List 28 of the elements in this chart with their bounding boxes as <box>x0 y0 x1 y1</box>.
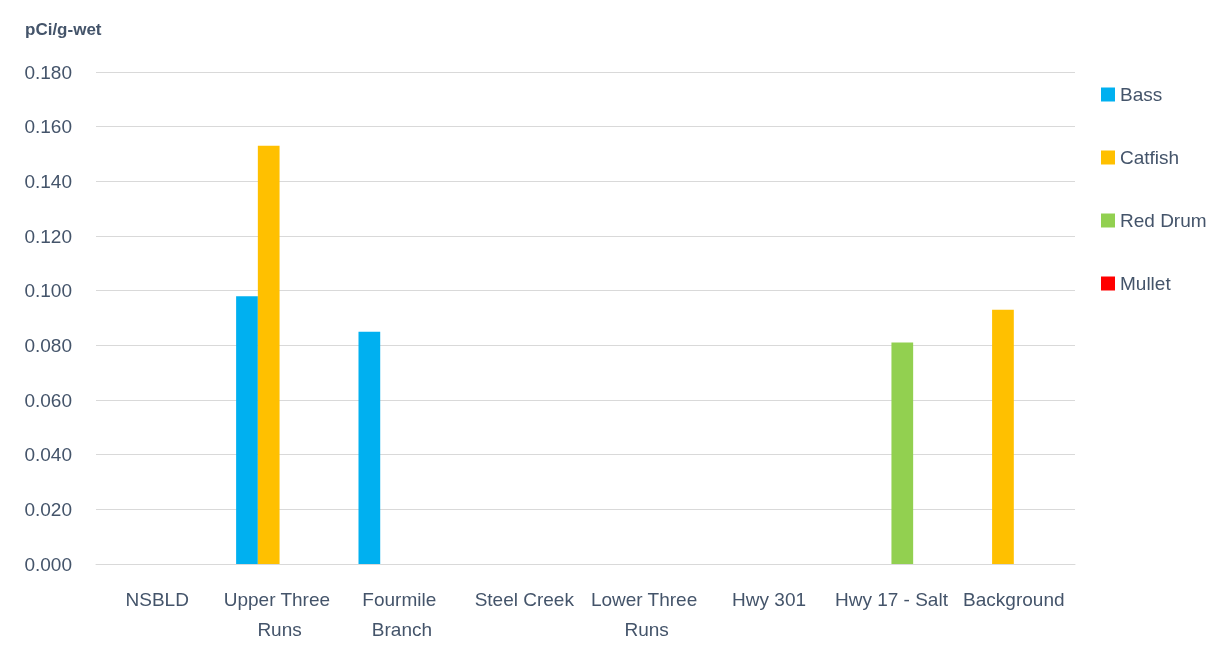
y-tick-label: 0.000 <box>24 553 72 575</box>
legend-label: Catfish <box>1120 147 1180 168</box>
legend-label: Red Drum <box>1120 210 1207 231</box>
y-tick-label: 0.160 <box>24 116 72 138</box>
y-tick-label: 0.180 <box>24 61 72 83</box>
legend-label: Bass <box>1120 84 1163 105</box>
x-tick-label: Background <box>963 588 1065 610</box>
bar <box>992 309 1014 564</box>
y-tick-label: 0.020 <box>24 498 72 520</box>
bar <box>358 331 381 564</box>
y-tick-label: 0.120 <box>24 225 72 247</box>
x-tick-label: Fourmile Branch <box>362 588 442 640</box>
y-tick-label: 0.080 <box>24 334 72 356</box>
x-tick-label: NSBLD <box>125 588 189 610</box>
x-tick-label: Hwy 301 <box>732 588 807 610</box>
y-axis-title: pCi/g-wet <box>25 20 102 39</box>
legend-label: Mullet <box>1120 273 1172 294</box>
x-tick-label: Steel Creek <box>474 588 575 610</box>
y-tick-label: 0.060 <box>24 389 72 411</box>
x-tick-label: Upper Three Runs <box>223 588 336 640</box>
y-tick-label: 0.140 <box>24 170 72 192</box>
y-tick-label: 0.100 <box>24 280 72 302</box>
bar <box>891 342 914 564</box>
x-tick-label: Hwy 17 - Salt <box>834 588 949 610</box>
x-tick-label: Lower Three Runs <box>590 588 703 640</box>
y-tick-label: 0.040 <box>24 444 72 466</box>
bar <box>236 296 258 564</box>
bar <box>257 145 280 564</box>
